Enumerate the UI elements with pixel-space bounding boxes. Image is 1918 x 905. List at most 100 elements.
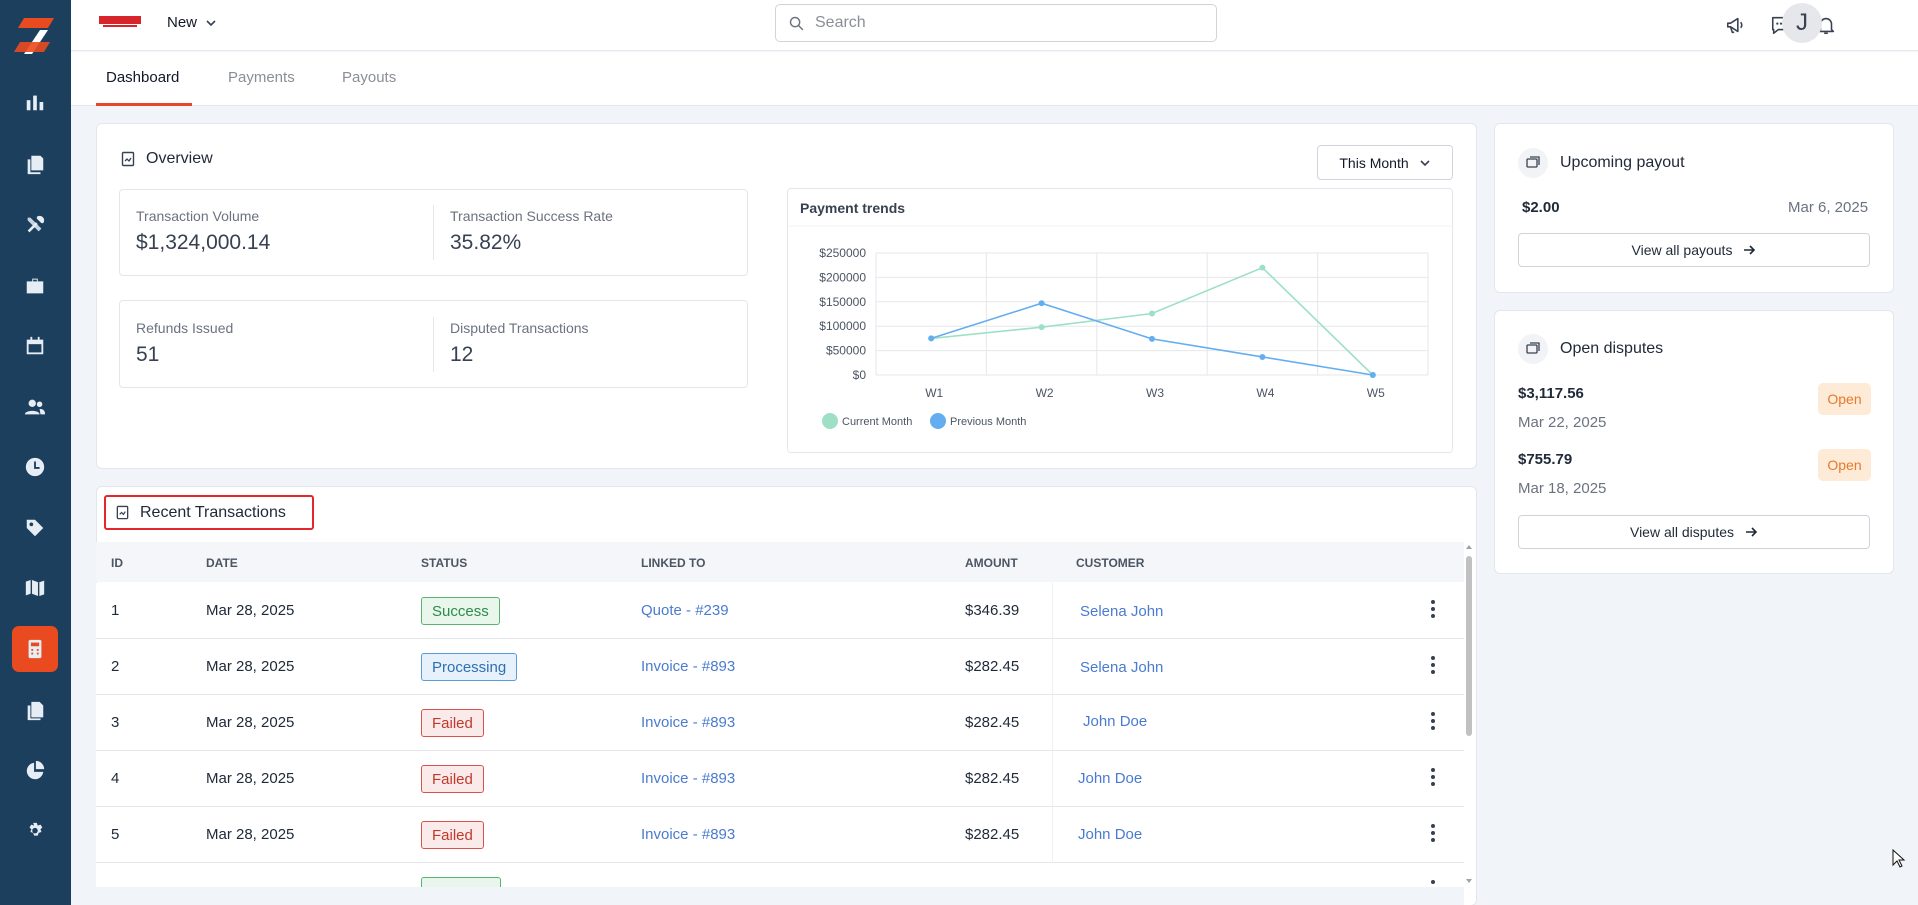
dispute-status-badge: Open: [1818, 449, 1871, 481]
table-row[interactable]: 2 Mar 28, 2025 Processing Invoice - #893…: [96, 639, 1464, 695]
table-row[interactable]: 5 Mar 28, 2025 Failed Invoice - #893 $28…: [96, 807, 1464, 863]
table-row[interactable]: 3 Mar 28, 2025 Failed Invoice - #893 $28…: [96, 695, 1464, 751]
row-actions-menu-icon[interactable]: [1426, 709, 1440, 733]
linked-document-link[interactable]: Invoice - #893: [641, 714, 736, 731]
sidebar-item-accounting[interactable]: [12, 626, 58, 672]
megaphone-icon: [1726, 17, 1743, 34]
dispute-date: Mar 18, 2025: [1518, 480, 1607, 497]
customer-link[interactable]: Selena John: [1080, 659, 1164, 676]
x-tick-label: W1: [925, 386, 943, 400]
cell-id: 5: [111, 826, 120, 843]
tab-dashboard[interactable]: Dashboard: [106, 69, 180, 86]
customer-link[interactable]: John Doe: [1078, 770, 1143, 787]
sidebar-item-settings[interactable]: [12, 809, 58, 855]
data-point: [1259, 353, 1266, 360]
open-disputes-header: Open disputes: [1518, 334, 1663, 364]
linked-document-link[interactable]: Invoice - #893: [641, 658, 736, 675]
view-all-disputes-button[interactable]: View all disputes: [1518, 515, 1870, 549]
y-tick-label: $200000: [819, 270, 866, 284]
overview-header: Overview: [120, 150, 213, 168]
data-point: [1149, 310, 1155, 317]
y-tick-label: $100000: [819, 319, 866, 333]
customer-link[interactable]: John Doe: [1078, 826, 1143, 843]
view-all-payouts-button[interactable]: View all payouts: [1518, 233, 1870, 267]
stat-label-disputed: Disputed Transactions: [450, 320, 589, 336]
y-tick-label: $150000: [819, 295, 866, 309]
search-input[interactable]: [815, 14, 1195, 32]
cell-amount: $346.39: [965, 602, 1020, 619]
table-row-partial[interactable]: [96, 863, 1464, 887]
x-tick-label: W5: [1367, 386, 1385, 400]
scroll-down-icon[interactable]: [1464, 876, 1474, 886]
status-badge: Success: [421, 597, 500, 625]
calendar-icon: [26, 336, 44, 355]
active-tab-indicator: [96, 103, 192, 106]
payment-trends-chart: Payment trends $0 $50000 $100000 $150000 $20…: [787, 188, 1454, 453]
customer-link[interactable]: John Doe: [1083, 713, 1148, 730]
search-box[interactable]: [775, 4, 1217, 42]
calculator-icon: [28, 639, 42, 659]
dispute-amount: $3,117.56: [1518, 385, 1584, 402]
sidebar-item-pricing[interactable]: [12, 505, 58, 551]
column-header-id[interactable]: ID: [111, 556, 123, 570]
table-row[interactable]: 4 Mar 28, 2025 Failed Invoice - #893 $28…: [96, 751, 1464, 807]
sidebar-item-documents[interactable]: [12, 141, 58, 187]
column-divider: [1052, 639, 1053, 695]
transactions-title: Recent Transactions: [140, 503, 286, 521]
period-dropdown[interactable]: This Month: [1317, 145, 1453, 180]
data-point: [1038, 300, 1045, 307]
sidebar-item-analytics[interactable]: [12, 748, 58, 794]
linked-document-link[interactable]: Invoice - #893: [641, 826, 736, 843]
table-row[interactable]: 1 Mar 28, 2025 Success Quote - #239 $346…: [96, 583, 1464, 639]
y-tick-label: $250000: [819, 246, 866, 260]
data-point: [928, 335, 935, 342]
cell-date: Mar 28, 2025: [206, 770, 295, 787]
company-logo[interactable]: [99, 15, 141, 29]
row-actions-menu-icon[interactable]: [1426, 765, 1440, 789]
linked-document-link[interactable]: Invoice - #893: [641, 770, 736, 787]
scroll-up-icon[interactable]: [1464, 542, 1474, 552]
scrollbar-thumb[interactable]: [1466, 556, 1472, 736]
tab-payouts[interactable]: Payouts: [342, 69, 397, 86]
linked-document-link[interactable]: Quote - #239: [641, 602, 729, 619]
new-menu-button[interactable]: New: [167, 14, 217, 31]
stat-value-success-rate: 35.82%: [450, 231, 522, 254]
transactions-header: Recent Transactions: [104, 495, 314, 530]
tag-icon: [26, 519, 44, 537]
table-scrollbar[interactable]: [1464, 542, 1474, 886]
stat-label-refunds: Refunds Issued: [136, 320, 234, 336]
sidebar-item-tools[interactable]: [12, 202, 58, 248]
cell-date: Mar 28, 2025: [206, 602, 295, 619]
announcements-button[interactable]: [1722, 11, 1750, 39]
app-logo-icon[interactable]: [14, 14, 56, 56]
column-header-date[interactable]: DATE: [206, 556, 238, 570]
row-actions-menu-icon[interactable]: [1426, 821, 1440, 845]
sidebar-item-customers[interactable]: [12, 384, 58, 430]
cell-date: Mar 28, 2025: [206, 714, 295, 731]
briefcase-icon: [26, 278, 44, 294]
stat-divider: [433, 205, 434, 260]
sidebar-item-calendar[interactable]: [12, 323, 58, 369]
customer-link[interactable]: Selena John: [1080, 603, 1164, 620]
sidebar-item-files[interactable]: [12, 688, 58, 734]
sidebar-item-jobs[interactable]: [12, 263, 58, 309]
sidebar-item-reports[interactable]: [12, 79, 58, 125]
stat-label-volume: Transaction Volume: [136, 208, 260, 224]
user-avatar[interactable]: J: [1782, 3, 1822, 43]
users-icon: [24, 399, 46, 415]
data-point: [1038, 324, 1045, 331]
row-actions-menu-icon[interactable]: [1426, 597, 1440, 621]
data-point: [1369, 372, 1376, 378]
stat-value-volume: $1,324,000.14: [136, 231, 271, 254]
row-actions-menu-icon[interactable]: [1426, 877, 1440, 887]
documents-icon: [27, 155, 44, 175]
sidebar-item-map[interactable]: [12, 565, 58, 611]
column-header-linked[interactable]: LINKED TO: [641, 556, 706, 570]
column-header-status[interactable]: STATUS: [421, 556, 468, 570]
status-badge: Processing: [421, 653, 518, 681]
row-actions-menu-icon[interactable]: [1426, 653, 1440, 677]
sidebar-item-time[interactable]: [12, 444, 58, 490]
column-header-amount[interactable]: AMOUNT: [965, 556, 1018, 570]
tab-payments[interactable]: Payments: [228, 69, 295, 86]
column-header-customer[interactable]: CUSTOMER: [1076, 556, 1145, 570]
